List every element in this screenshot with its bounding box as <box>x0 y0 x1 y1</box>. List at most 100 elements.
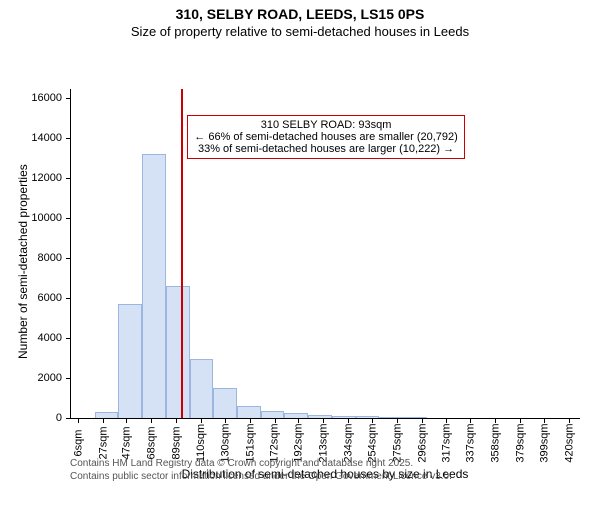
footer: Contains HM Land Registry data © Crown c… <box>0 458 600 483</box>
y-tick: 10000 <box>31 212 71 224</box>
x-tick: 89sqm <box>167 418 187 449</box>
x-tick: 172sqm <box>265 418 285 449</box>
y-tick-label: 0 <box>56 412 66 424</box>
y-tick: 4000 <box>38 332 71 344</box>
y-tick: 6000 <box>38 292 71 304</box>
x-tick: 399sqm <box>534 418 554 449</box>
x-tick: 337sqm <box>461 418 481 449</box>
y-tick-label: 8000 <box>38 252 66 264</box>
x-tick-label: 317sqm <box>441 423 453 462</box>
y-tick-label: 12000 <box>31 172 66 184</box>
x-tick-mark <box>372 418 373 423</box>
footer-line2: Contains public sector information licen… <box>70 471 600 484</box>
x-tick-mark <box>151 418 152 423</box>
x-tick-label: 68sqm <box>146 426 158 459</box>
x-tick: 68sqm <box>142 418 162 449</box>
x-tick: 420sqm <box>559 418 579 449</box>
histogram-bar <box>190 359 214 418</box>
x-tick: 379sqm <box>511 418 531 449</box>
x-tick-label: 399sqm <box>538 423 550 462</box>
x-tick: 27sqm <box>93 418 113 449</box>
y-tick-mark <box>66 338 71 339</box>
y-tick: 12000 <box>31 172 71 184</box>
y-tick-mark <box>66 258 71 259</box>
x-tick-label: 275sqm <box>391 423 403 462</box>
x-tick-label: 296sqm <box>416 423 428 462</box>
y-tick: 8000 <box>38 252 71 264</box>
y-tick-mark <box>66 178 71 179</box>
x-tick-label: 110sqm <box>195 424 207 462</box>
x-tick-mark <box>78 418 79 423</box>
x-tick-label: 172sqm <box>269 423 281 462</box>
plot-area: 310 SELBY ROAD: 93sqm ← 66% of semi-deta… <box>70 89 580 419</box>
y-tick-mark <box>66 138 71 139</box>
x-tick-mark <box>495 418 496 423</box>
x-tick-label: 192sqm <box>293 423 305 462</box>
reference-line <box>181 89 183 418</box>
annotation-box: 310 SELBY ROAD: 93sqm ← 66% of semi-deta… <box>187 115 465 159</box>
x-tick-mark <box>103 418 104 423</box>
x-tick: 151sqm <box>240 418 260 449</box>
x-tick: 317sqm <box>437 418 457 449</box>
x-tick-mark <box>422 418 423 423</box>
y-axis-label: Number of semi-detached properties <box>16 164 30 359</box>
x-tick: 358sqm <box>486 418 506 449</box>
annotation-line3: 33% of semi-detached houses are larger (… <box>194 143 458 155</box>
x-tick-label: 47sqm <box>121 426 133 459</box>
x-tick-label: 254sqm <box>366 423 378 462</box>
x-tick-label: 89sqm <box>171 426 183 459</box>
y-tick-label: 6000 <box>38 292 66 304</box>
histogram-bar <box>142 154 166 418</box>
y-tick-label: 10000 <box>31 212 66 224</box>
x-tick-mark <box>323 418 324 423</box>
x-tick-mark <box>397 418 398 423</box>
annotation-line2: ← 66% of semi-detached houses are smalle… <box>194 131 458 143</box>
x-tick: 130sqm <box>215 418 235 449</box>
x-tick-label: 379sqm <box>515 423 527 462</box>
x-tick: 254sqm <box>362 418 382 449</box>
x-tick: 213sqm <box>314 418 334 449</box>
x-tick-mark <box>569 418 570 423</box>
y-tick: 14000 <box>31 132 71 144</box>
x-tick-label: 234sqm <box>343 423 355 462</box>
x-tick: 192sqm <box>289 418 309 449</box>
x-tick-mark <box>225 418 226 423</box>
x-tick: 47sqm <box>117 418 137 449</box>
x-tick-label: 130sqm <box>219 423 231 462</box>
x-tick-mark <box>520 418 521 423</box>
x-tick-label: 337sqm <box>465 423 477 462</box>
x-tick-label: 27sqm <box>97 426 109 459</box>
histogram-bar <box>166 286 190 418</box>
y-tick-mark <box>66 378 71 379</box>
chart-subtitle: Size of property relative to semi-detach… <box>0 24 600 39</box>
y-tick: 2000 <box>38 372 71 384</box>
histogram-bar <box>213 388 237 418</box>
x-tick-mark <box>275 418 276 423</box>
x-tick: 110sqm <box>191 418 211 449</box>
x-tick-label: 151sqm <box>244 423 256 462</box>
x-tick-mark <box>126 418 127 423</box>
y-tick-mark <box>66 98 71 99</box>
x-tick-label: 358sqm <box>490 423 502 462</box>
x-tick-mark <box>348 418 349 423</box>
x-tick-label: 6sqm <box>72 430 84 457</box>
y-tick-mark <box>66 298 71 299</box>
y-tick-label: 16000 <box>31 92 66 104</box>
x-tick-mark <box>544 418 545 423</box>
x-tick: 296sqm <box>412 418 432 449</box>
annotation-line1: 310 SELBY ROAD: 93sqm <box>194 119 458 131</box>
x-tick: 275sqm <box>387 418 407 449</box>
x-tick-mark <box>446 418 447 423</box>
y-tick-label: 2000 <box>38 372 66 384</box>
x-tick-mark <box>176 418 177 423</box>
x-tick-mark <box>201 418 202 423</box>
y-tick-mark <box>66 218 71 219</box>
x-tick-mark <box>250 418 251 423</box>
y-tick: 16000 <box>31 92 71 104</box>
x-tick: 6sqm <box>68 418 88 449</box>
histogram-bar <box>118 304 142 418</box>
x-tick-label: 420sqm <box>563 423 575 462</box>
x-tick-mark <box>298 418 299 423</box>
histogram-bar <box>261 411 285 418</box>
y-tick-label: 14000 <box>31 132 66 144</box>
